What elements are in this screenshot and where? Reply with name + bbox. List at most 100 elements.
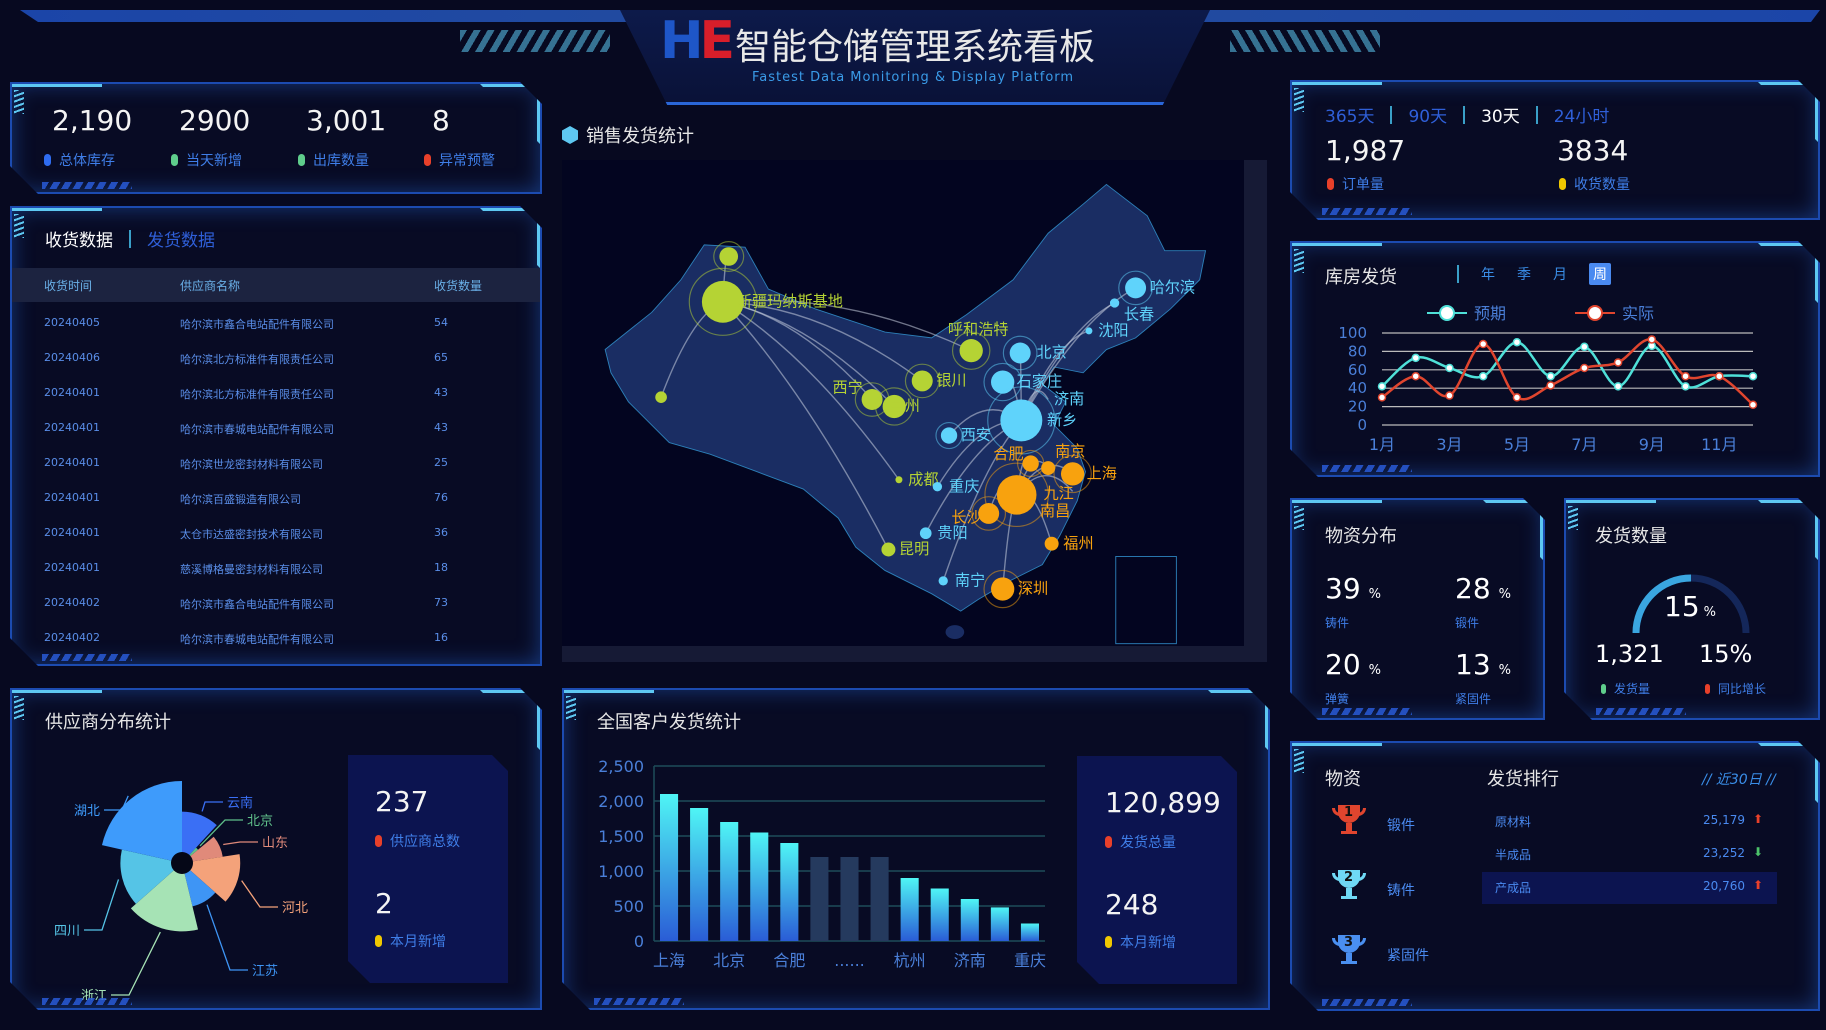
data-point[interactable] <box>1446 364 1453 371</box>
period-tab[interactable]: 24小时 <box>1553 107 1610 127</box>
city-marker[interactable] <box>978 502 1000 524</box>
status-dot-icon <box>298 154 305 166</box>
city-marker[interactable] <box>911 370 933 392</box>
period-tab[interactable]: 30天 <box>1481 107 1520 127</box>
data-point[interactable] <box>1750 401 1757 408</box>
table-row[interactable]: 20240401 哈尔滨百盛锻造有限公司 76 <box>12 487 540 517</box>
range-tab[interactable]: 周 <box>1589 263 1611 285</box>
bar[interactable] <box>720 822 738 941</box>
data-point[interactable] <box>1480 373 1487 380</box>
data-point[interactable] <box>1412 354 1419 361</box>
data-point[interactable] <box>1750 373 1757 380</box>
city-marker[interactable] <box>991 577 1015 601</box>
data-point[interactable] <box>1513 394 1520 401</box>
rose-slice[interactable] <box>131 863 198 931</box>
table-row[interactable]: 20240405 哈尔滨市鑫合电站配件有限公司 54 <box>12 312 540 342</box>
bar[interactable] <box>991 907 1009 941</box>
table-row[interactable]: 20240401 慈溪博格曼密封材料有限公司 18 <box>12 557 540 587</box>
city-marker[interactable] <box>940 427 958 444</box>
city-marker[interactable] <box>1000 399 1043 442</box>
bar[interactable] <box>690 808 708 941</box>
bar[interactable] <box>1021 924 1039 942</box>
bar[interactable] <box>810 857 828 941</box>
ranking-row[interactable]: 产成品 20,760 ⬆ <box>1482 872 1777 904</box>
city-marker[interactable] <box>861 389 883 410</box>
table-row[interactable]: 20240402 哈尔滨市鑫合电站配件有限公司 73 <box>12 592 540 622</box>
range-tab[interactable]: 季 <box>1517 267 1531 283</box>
city-marker[interactable] <box>1125 277 1147 299</box>
rose-slice[interactable] <box>182 854 240 901</box>
rose-slice[interactable] <box>102 781 182 863</box>
bar[interactable] <box>871 857 889 941</box>
trophy-label: 铸件 <box>1387 883 1415 899</box>
city-marker[interactable] <box>655 391 667 403</box>
data-point[interactable] <box>1547 373 1554 380</box>
bar[interactable] <box>660 794 678 941</box>
tab-ship-data[interactable]: 发货数据 <box>147 231 215 251</box>
city-marker[interactable] <box>996 475 1037 515</box>
data-point[interactable] <box>1379 394 1386 401</box>
bar[interactable] <box>780 843 798 941</box>
city-marker[interactable] <box>1085 327 1093 335</box>
city-marker[interactable] <box>959 339 983 363</box>
city-marker[interactable] <box>1009 342 1031 364</box>
table-cell: 20240401 <box>44 491 100 504</box>
city-marker[interactable] <box>991 370 1015 394</box>
data-point[interactable] <box>1513 339 1520 346</box>
city-marker[interactable] <box>701 280 744 323</box>
city-marker[interactable] <box>1060 462 1085 486</box>
range-tab[interactable]: 月 <box>1553 267 1567 283</box>
city-marker[interactable] <box>719 247 739 266</box>
period-tab[interactable]: 365天 <box>1325 107 1375 127</box>
table-row[interactable]: 20240401 哈尔滨北方标准件有限责任公司 43 <box>12 382 540 412</box>
table-row[interactable]: 20240401 哈尔滨世龙密封材料有限公司 25 <box>12 452 540 482</box>
city-marker[interactable] <box>882 394 906 419</box>
table-row[interactable]: 20240402 哈尔滨市春城电站配件有限公司 16 <box>12 627 540 657</box>
city-marker[interactable] <box>932 482 943 492</box>
city-marker[interactable] <box>1022 455 1039 472</box>
data-point[interactable] <box>1412 373 1419 380</box>
bar[interactable] <box>750 833 768 942</box>
city-marker[interactable] <box>938 576 948 586</box>
data-point[interactable] <box>1379 383 1386 390</box>
ranking-row[interactable]: 半成品 23,252 ⬇ <box>1482 839 1777 871</box>
city-marker[interactable] <box>1041 461 1056 476</box>
data-point[interactable] <box>1547 382 1554 389</box>
rose-slice[interactable] <box>182 863 215 906</box>
bar[interactable] <box>961 899 979 941</box>
data-point[interactable] <box>1581 343 1588 350</box>
data-point[interactable] <box>1682 383 1689 390</box>
tab-receive-data[interactable]: 收货数据 <box>45 231 113 251</box>
city-label: 新乡 <box>1047 411 1077 429</box>
bar[interactable] <box>901 878 919 941</box>
data-point[interactable] <box>1682 373 1689 380</box>
city-marker[interactable] <box>1109 298 1120 308</box>
rose-slice[interactable] <box>182 837 223 863</box>
data-point[interactable] <box>1615 359 1622 366</box>
data-point[interactable] <box>1581 364 1588 371</box>
period-tab[interactable]: 90天 <box>1408 107 1448 127</box>
range-tab[interactable]: 年 <box>1481 267 1495 283</box>
rose-slice[interactable] <box>182 812 217 863</box>
bar[interactable] <box>931 889 949 942</box>
rose-slice[interactable] <box>120 850 182 904</box>
city-marker[interactable] <box>1044 536 1059 551</box>
data-point[interactable] <box>1716 373 1723 380</box>
rose-label: 云南 <box>227 795 253 811</box>
data-point[interactable] <box>1615 383 1622 390</box>
data-point[interactable] <box>1446 392 1453 399</box>
city-marker[interactable] <box>881 542 896 557</box>
city-marker[interactable] <box>919 527 932 540</box>
bar[interactable] <box>840 857 858 941</box>
city-marker[interactable] <box>895 476 903 484</box>
table-row[interactable]: 20240401 太仓市达盛密封技术有限公司 36 <box>12 522 540 552</box>
ranking-row[interactable]: 原材料 25,179 ⬆ <box>1482 806 1777 838</box>
table-row[interactable]: 20240401 哈尔滨市春城电站配件有限公司 43 <box>12 417 540 447</box>
data-point[interactable] <box>1480 341 1487 348</box>
legend-label[interactable]: 实际 <box>1622 304 1654 323</box>
data-point[interactable] <box>1648 336 1655 343</box>
table-cell: 43 <box>434 421 448 434</box>
legend-label[interactable]: 预期 <box>1474 304 1506 323</box>
table-row[interactable]: 20240406 哈尔滨北方标准件有限责任公司 65 <box>12 347 540 377</box>
